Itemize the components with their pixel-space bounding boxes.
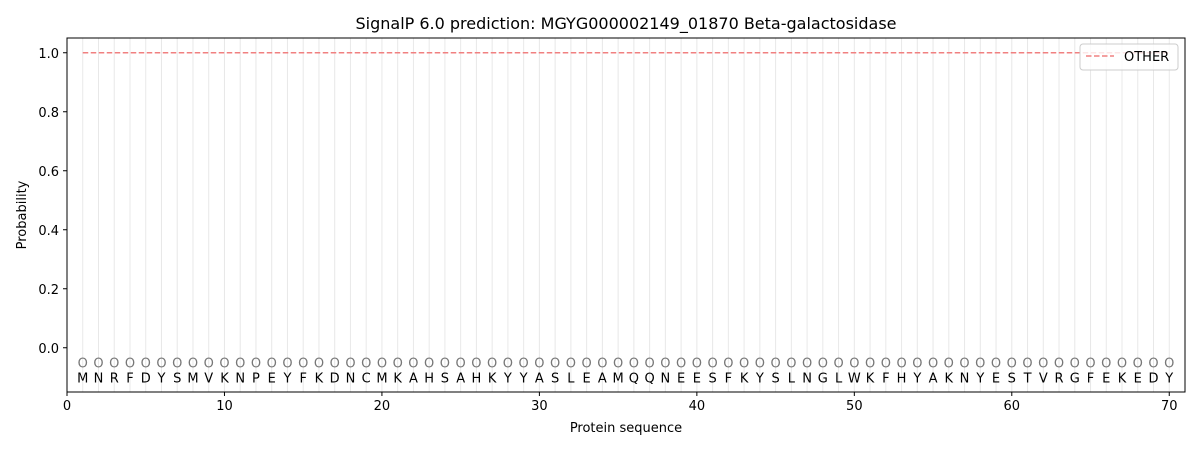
y-tick-label: 1.0 [38, 47, 59, 62]
x-tick-label: 50 [846, 399, 863, 414]
y-tick-label: 0.0 [38, 342, 59, 357]
x-tick-label: 0 [63, 399, 71, 414]
y-tick-label: 0.2 [38, 283, 59, 298]
x-axis-ticks: 0 10 20 30 40 50 60 70 [63, 392, 1178, 414]
x-tick-label: 70 [1161, 399, 1178, 414]
chart-title: SignalP 6.0 prediction: MGYG000002149_01… [355, 14, 896, 34]
x-tick-label: 20 [374, 399, 391, 414]
legend: OTHER [1079, 43, 1179, 71]
x-tick-label: 60 [1004, 399, 1021, 414]
y-axis-label: Probability [15, 180, 30, 249]
y-tick-label: 0.4 [38, 224, 59, 239]
legend-box [1079, 43, 1179, 71]
y-tick-label: 0.6 [38, 165, 59, 180]
x-tick-label: 40 [689, 399, 706, 414]
x-axis-label: Protein sequence [570, 421, 682, 436]
legend-label-other: OTHER [1124, 50, 1169, 65]
x-tick-label: 30 [531, 399, 548, 414]
grid-lines [82, 38, 1170, 392]
y-tick-label: 0.8 [38, 106, 59, 121]
residue-sequence: MNRFDYSMVKNPEYFKDNCMKAHSAHKYYASLEAMQQNEE… [77, 371, 1173, 386]
predicted-labels: OOOOOOOOOOOOOOOOOOOOOOOOOOOOOOOOOOOOOOOO… [78, 357, 1175, 372]
plot-frame [66, 37, 1186, 393]
y-axis-ticks: 0.0 0.2 0.4 0.6 0.8 1.0 [38, 47, 67, 357]
x-tick-label: 10 [216, 399, 233, 414]
